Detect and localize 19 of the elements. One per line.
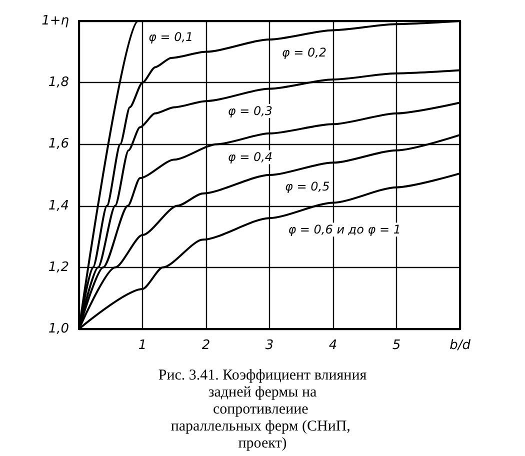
annotation: φ = 0,5 <box>285 179 330 194</box>
annotation: φ = 0,3 <box>228 104 273 118</box>
x-tick-label: 1 <box>138 338 147 353</box>
annotation: φ = 0,2 <box>282 45 327 60</box>
x-tick-label: 5 <box>392 338 401 353</box>
y-tick-label: 1,2 <box>48 260 69 275</box>
annotation: φ = 0,6 и до φ = 1 <box>288 222 402 237</box>
x-axis-title: b/d <box>450 338 472 353</box>
y-axis-title: 1+η <box>42 14 69 28</box>
x-tick-label: 2 <box>202 338 210 353</box>
y-tick-label: 1,0 <box>48 322 69 336</box>
x-tick-label: 3 <box>265 338 274 353</box>
y-tick-label: 1,4 <box>48 198 69 214</box>
y-tick-label: 1,6 <box>48 136 69 152</box>
x-tick-label: 4 <box>328 338 338 353</box>
text: Рис. 3.41. Коэффициент влияния задней фермы на сопротивлеиие параллельных ферм (СНиП, проект) <box>158 368 367 452</box>
annotation: φ = 0,1 <box>148 30 194 44</box>
annotation: φ = 0,4 <box>228 150 273 164</box>
y-tick-label: 1,8 <box>48 75 69 90</box>
